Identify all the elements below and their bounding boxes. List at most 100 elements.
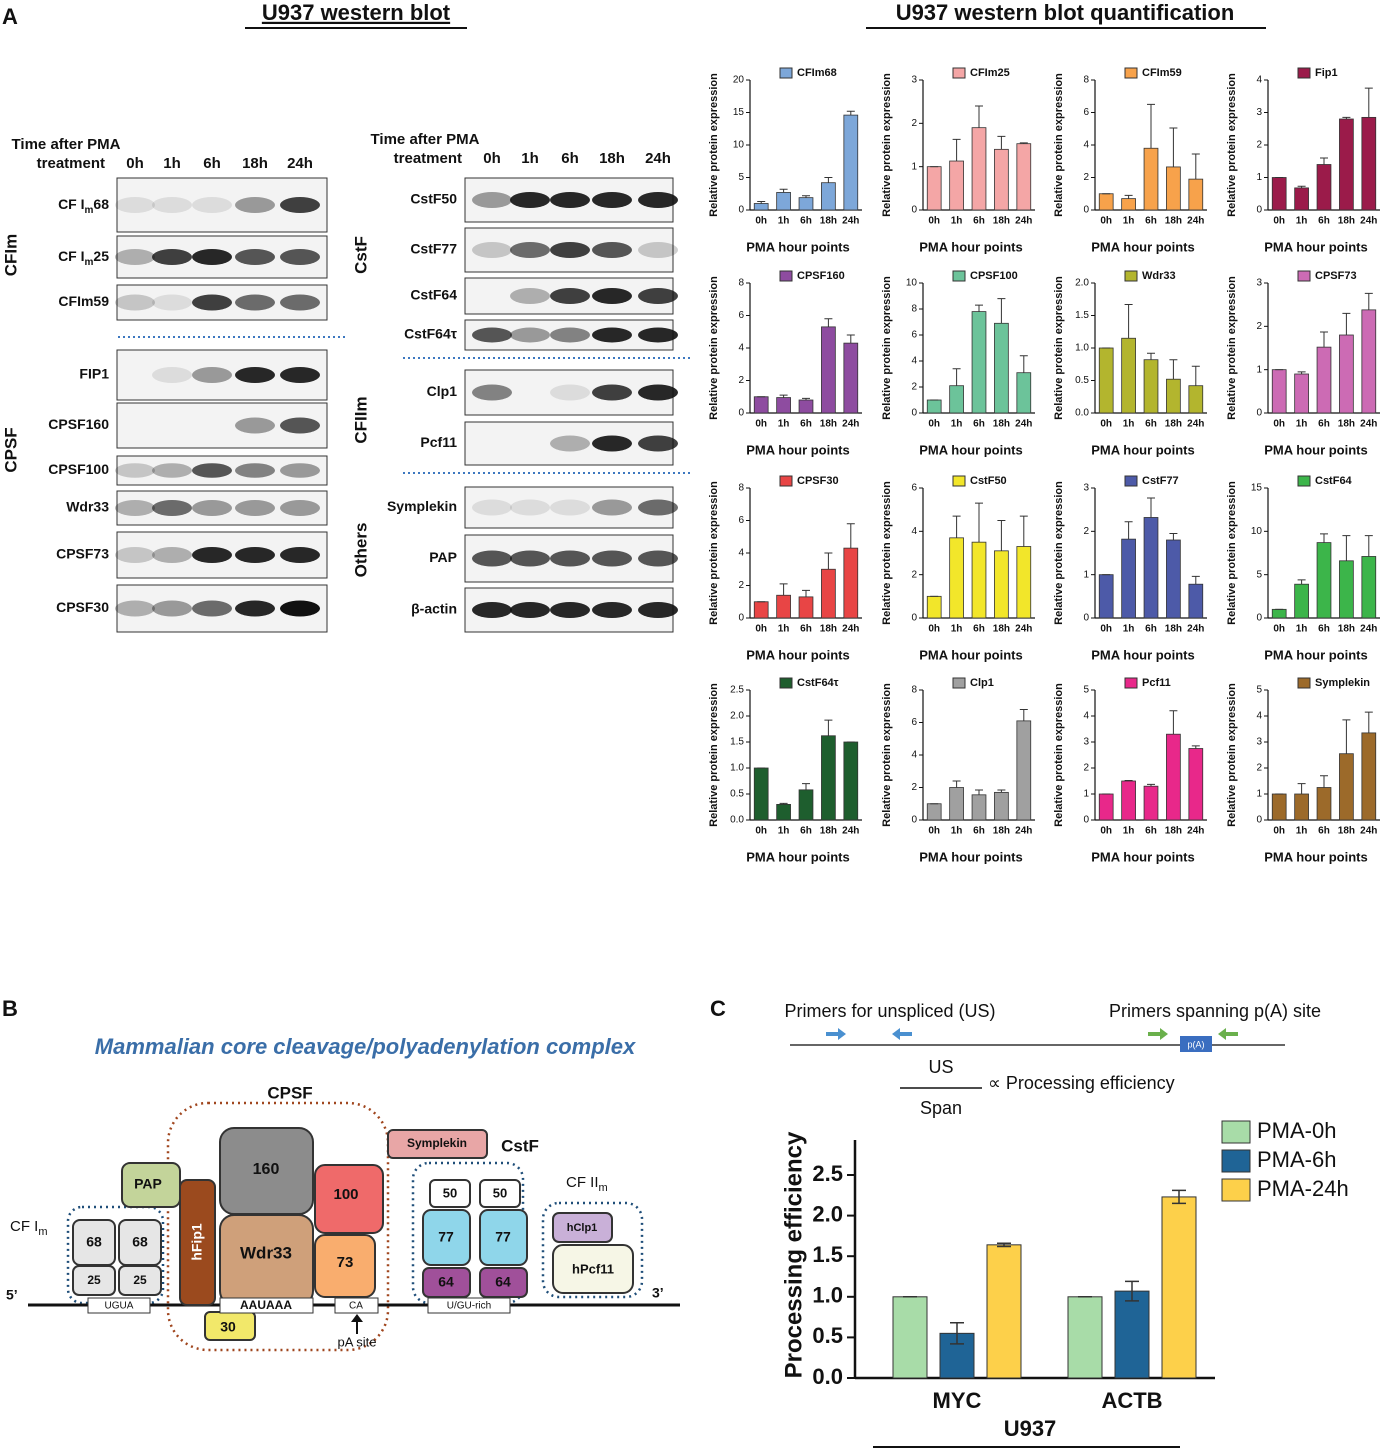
bar	[1121, 780, 1136, 821]
y-axis-title: Relative protein expression	[881, 276, 893, 420]
x-tick-label: 0h	[755, 624, 767, 635]
bar	[1067, 1296, 1103, 1379]
element-box	[219, 1297, 314, 1314]
x-tick-label: 0h	[1273, 826, 1285, 837]
label-sub: m	[85, 257, 94, 268]
error-bar	[1191, 365, 1200, 386]
x-tick-label: 24h	[1360, 419, 1377, 430]
x-tick-label: 1h	[951, 419, 963, 430]
y-tick-label: 2	[911, 382, 917, 393]
error-bar	[1342, 719, 1351, 754]
x-tick-label: 24h	[1187, 826, 1204, 837]
error-bar	[1147, 352, 1155, 360]
x-tick-label: 24h	[1360, 216, 1377, 227]
protein	[118, 1265, 162, 1296]
bar	[1188, 748, 1204, 821]
y-tick-label: 4	[911, 526, 917, 537]
y-tick-label: 3	[1083, 737, 1089, 748]
y-tick-label: 6	[911, 717, 917, 728]
band	[550, 499, 590, 516]
y-tick-label: 20	[733, 75, 745, 86]
blot-title: U937 western blot	[262, 0, 451, 25]
y-tick-label: 8	[911, 685, 917, 696]
y-axis-title: Relative protein expression	[1053, 73, 1065, 217]
x-tick-label: 24h	[1187, 419, 1204, 430]
legend-label: Symplekin	[1315, 677, 1370, 689]
bar-chart: 0 1 2 3 0h 1h 6h 18h 24h PMA hour points Relative …	[1053, 475, 1207, 662]
y-axis-title: Relative protein expression	[881, 481, 893, 625]
band	[550, 435, 590, 452]
lane-label: 24h	[287, 155, 313, 172]
band	[115, 600, 155, 617]
error-bar	[802, 397, 810, 400]
x-tick-label: 24h	[842, 419, 859, 430]
y-tick-label: 2	[1256, 763, 1262, 774]
bar	[926, 399, 942, 414]
x-tick-label: ACTB	[1101, 1388, 1162, 1413]
error-bar	[997, 789, 1006, 793]
error-bar	[1147, 103, 1155, 149]
protein	[179, 1179, 216, 1306]
error-bar	[824, 177, 833, 183]
bar	[1166, 166, 1181, 211]
band	[235, 600, 275, 617]
band	[115, 500, 155, 516]
bar	[1188, 385, 1204, 414]
band	[152, 500, 192, 516]
bar-chart: 0 5 10 15 0h 1h 6h 18h 24h PMA hour points Relativ…	[1226, 475, 1380, 662]
x-tick-label: 0h	[755, 216, 767, 227]
bar	[1316, 164, 1332, 211]
band	[550, 288, 590, 304]
bar	[753, 203, 769, 211]
blot-label: Pcf11	[420, 434, 457, 450]
protein-label: PAP	[134, 1176, 162, 1192]
error-bar	[950, 1322, 964, 1345]
y-tick-label: 4	[1256, 75, 1262, 86]
band	[550, 192, 590, 208]
x-tick-label: 18h	[820, 419, 837, 430]
x-tick-label: 24h	[1015, 216, 1032, 227]
band	[280, 417, 320, 434]
bar	[843, 741, 859, 821]
bar	[994, 550, 1009, 619]
blot-header: Time after PMA	[371, 131, 480, 148]
y-tick-label: 2	[1083, 172, 1089, 183]
protein	[479, 1209, 528, 1266]
band	[235, 249, 275, 265]
bar	[1143, 147, 1159, 211]
y-tick-label: 2.0	[730, 711, 744, 722]
bar	[776, 397, 791, 414]
band	[115, 547, 155, 563]
protein-label: 73	[337, 1254, 354, 1271]
bar	[1271, 177, 1287, 211]
lane-label: 6h	[203, 155, 221, 172]
blot-label: CstF77	[410, 241, 457, 257]
x-axis-title: PMA hour points	[919, 442, 1023, 457]
x-axis-title: PMA hour points	[1264, 849, 1368, 864]
bar	[1098, 347, 1114, 414]
element-box	[87, 1297, 151, 1314]
x-tick-label: 1h	[778, 624, 790, 635]
error-bar	[975, 789, 983, 795]
bar	[843, 547, 859, 619]
protein-label: Wdr33	[240, 1243, 292, 1262]
band	[510, 242, 550, 258]
legend-label: PMA-6h	[1257, 1147, 1336, 1172]
y-tick-label: 4	[1256, 711, 1262, 722]
diagram: Mammalian core cleavage/polyadenylation …	[6, 1034, 680, 1352]
group-label: CstF	[351, 236, 370, 274]
y-tick-label: 3	[911, 75, 917, 86]
quant-title: U937 western blot quantification	[896, 0, 1235, 25]
x-tick-label: 0h	[1273, 624, 1285, 635]
error-bar	[802, 195, 810, 198]
band	[192, 547, 232, 563]
bar-chart: 0 1 2 3 0h 1h 6h 18h 24h PMA hour points Relative …	[881, 67, 1035, 254]
band	[592, 242, 632, 258]
legend-label: CPSF160	[797, 270, 845, 282]
band	[280, 197, 320, 213]
bar	[776, 804, 791, 821]
error-bar	[1124, 779, 1133, 781]
bar	[949, 537, 964, 619]
protein-label: 25	[133, 1273, 147, 1287]
protein-label: hPcf11	[572, 1261, 614, 1276]
